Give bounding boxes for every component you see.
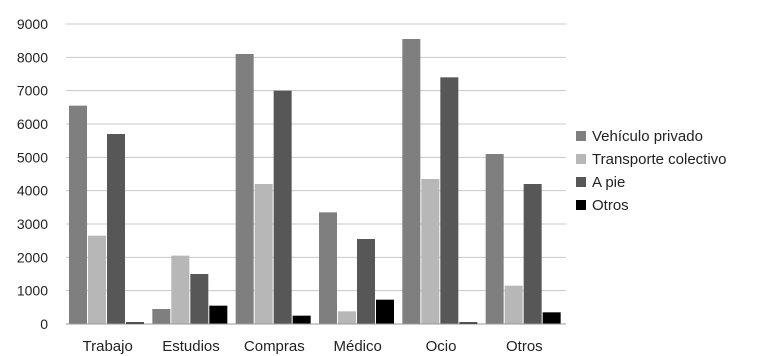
legend-label: Otros	[592, 197, 629, 214]
bar	[338, 311, 356, 324]
y-tick-label: 7000	[17, 83, 48, 99]
x-tick-label: Médico	[333, 338, 381, 355]
y-tick-label: 9000	[17, 16, 48, 32]
legend: Vehículo privado Transporte colectivo A pi…	[576, 128, 727, 214]
bars	[69, 39, 561, 325]
bar	[402, 39, 421, 324]
legend-item: Otros	[576, 197, 629, 214]
x-tick-label: Trabajo	[83, 338, 133, 355]
legend-label: Transporte colectivo	[592, 151, 727, 168]
legend-label: A pie	[592, 174, 625, 191]
legend-swatch	[576, 200, 586, 210]
bar	[376, 299, 394, 324]
y-tick-label: 2000	[17, 249, 48, 265]
bar	[440, 77, 459, 324]
bar	[421, 179, 440, 324]
x-axis-labels: Trabajo Estudios Compras Médico Ocio Otros	[83, 338, 543, 355]
y-tick-label: 5000	[17, 149, 48, 165]
legend-swatch	[576, 131, 586, 141]
y-tick-label: 4000	[17, 183, 48, 199]
y-tick-label: 1000	[17, 283, 48, 299]
bar	[209, 305, 228, 324]
gridlines	[66, 23, 566, 292]
bar	[126, 322, 144, 324]
bar	[273, 90, 292, 325]
bar	[254, 184, 273, 324]
bar	[485, 154, 504, 324]
x-tick-label: Ocio	[426, 338, 457, 355]
legend-item: Transporte colectivo	[576, 151, 727, 168]
bar	[523, 184, 542, 324]
bar	[319, 212, 337, 324]
bar	[171, 255, 190, 324]
bar	[235, 54, 254, 324]
bar	[504, 285, 523, 324]
x-tick-label: Estudios	[162, 338, 220, 355]
legend-item: A pie	[576, 174, 625, 191]
bar	[357, 239, 375, 324]
legend-swatch	[576, 154, 586, 164]
y-tick-label: 8000	[17, 49, 48, 65]
legend-swatch	[576, 177, 586, 187]
y-tick-label: 0	[40, 316, 48, 332]
y-tick-label: 6000	[17, 116, 48, 132]
x-tick-label: Otros	[506, 338, 543, 355]
bar	[190, 274, 209, 324]
bar	[69, 105, 87, 325]
legend-label: Vehículo privado	[592, 128, 703, 145]
bar	[459, 322, 478, 324]
y-axis-ticks: 0 1000 2000 3000 4000 5000 6000 7000 8000 9000	[17, 16, 48, 332]
x-tick-label: Compras	[244, 338, 305, 355]
legend-item: Vehículo privado	[576, 128, 703, 145]
y-tick-label: 3000	[17, 216, 48, 232]
bar	[88, 235, 106, 324]
bar	[152, 309, 171, 324]
bar	[542, 312, 561, 324]
bar	[292, 315, 311, 324]
bar	[107, 134, 125, 324]
